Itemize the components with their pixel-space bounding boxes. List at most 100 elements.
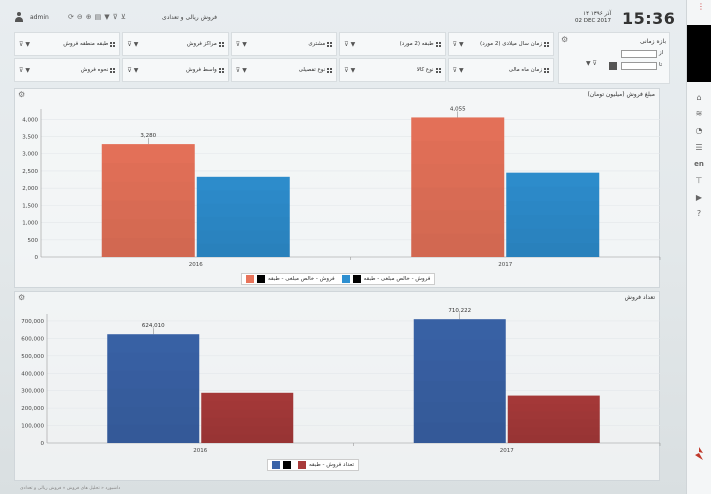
clear-filter-icon[interactable]: ⊽ [19,40,24,48]
filter-actions: ⊽ ▼ [236,67,247,74]
bar-2016-2 [201,392,294,443]
bar-shade [507,435,600,443]
y-tick-label: 2,500 [22,169,38,175]
filter-icon[interactable]: ▼ [242,40,247,48]
from-date-input[interactable] [621,50,657,58]
filter-10[interactable]: ⊽ ▼ نحوه فروش [14,58,121,82]
gear-icon[interactable]: ⚙ [561,35,569,44]
y-tick-label: 500,000 [21,354,44,360]
filter-label: نوع تفصیلی [299,67,333,73]
user-menu[interactable]: admin [14,12,49,22]
clear-filter-icon[interactable]: ⊽ [235,66,241,74]
filter-clear-icon[interactable]: ▼ ⊽ [586,60,597,67]
filter-6[interactable]: ⊽ ▼ زمان ماه مالی [447,58,554,82]
print-icon[interactable]: ▤ [94,13,102,21]
legend-label: فروش - خالص مبلغی - طبقه [268,276,335,282]
bar-shade [107,406,200,425]
filter-icon[interactable]: ▼ [133,66,139,74]
filter-3[interactable]: ⊽ ▼ مشتری [230,32,338,56]
filter-8[interactable]: ⊽ ▼ نوع تفصیلی [230,58,338,82]
filter-5[interactable]: ⊽ ▼ طبقه منطقه فروش [14,32,121,56]
chart-amount: 0 500 1,000 1,500 2,000 2,500 3,000 3,500 4,000 2… [22,106,661,268]
zoom-in-icon[interactable]: ⊕ [85,13,92,21]
y-tick-label: 600,000 [21,336,44,342]
calendar-icon[interactable] [609,62,617,70]
bar-shade [411,141,504,164]
refresh-icon[interactable]: ⟳ [68,13,74,21]
grid-icon [327,41,333,47]
legend-swatch-orange [246,275,254,283]
filter-label-text: نوع تفصیلی [298,67,326,73]
bar-2016-2 [196,176,290,257]
filter-icon[interactable]: ▼ [459,40,464,48]
filter-9[interactable]: ⊽ ▼ واسط فروش [122,58,229,82]
filter-icon[interactable]: ▼ [133,40,139,48]
top-bar: admin ⟳ ⊖ ⊕ ▤ ▼ ⊽ ⊻ فروش ریالی و تعدادی … [0,0,686,30]
filter-label: مشتری [308,41,333,47]
pie-chart-icon[interactable]: ◔ [695,126,703,135]
sliders-icon[interactable]: ☰ [695,143,703,152]
help-icon[interactable]: ? [696,209,702,218]
clear-filter-icon[interactable]: ⊽ [19,66,24,74]
home-icon[interactable]: ⌂ [696,93,702,102]
menu-icon[interactable]: ⋮ [697,2,705,11]
gear-icon[interactable]: ⚙ [18,90,26,99]
chart-panel-count: ⚙ تعداد فروش 0 100,000 200,000 300,000 400,0… [14,291,661,481]
filter-label-text: زمان ماه مالی [508,67,542,73]
toolbar: ⟳ ⊖ ⊕ ▤ ▼ ⊽ ⊻ [68,13,126,21]
clear-filter-icon[interactable]: ⊽ [452,40,457,48]
brush-icon[interactable]: ⊤ [695,176,703,185]
filter-icon[interactable]: ▼ [350,40,356,48]
filter-icon[interactable]: ▼ [25,40,31,48]
clear-filter-icon[interactable]: ⊽ [127,66,132,74]
bar-shade [107,388,200,407]
layers-icon[interactable]: ≋ [695,109,703,118]
clear-filter-icon[interactable]: ⊽ [127,40,132,48]
filter-actions: ⊽ ▼ [127,67,138,74]
filter-icon[interactable]: ▼ [104,13,110,21]
filter-2[interactable]: ⊽ ▼ طبقه (2 مورد) [339,32,446,56]
clear-filter-icon[interactable]: ⊽ [235,40,241,48]
filter-actions: ⊽ ▼ [344,67,355,74]
clear-filter-icon[interactable]: ⊽ [344,66,349,74]
bar-shade [506,173,599,187]
to-date-input[interactable] [621,62,657,70]
zoom-out-icon[interactable]: ⊖ [76,13,83,21]
clear-filter-icon[interactable]: ⊽ [112,13,118,21]
bar-shade [101,219,195,239]
filter-4[interactable]: ⊽ ▼ مراکز فروش [122,32,229,56]
clock: 15:36 [622,9,676,28]
filter-1[interactable]: ⊽ ▼ زمان سال میلادی (2 مورد) [447,32,554,56]
bar-shade [508,396,600,404]
filter-icon[interactable]: ▼ [459,66,464,74]
filter-label: نحوه فروش [81,67,116,73]
bar-shade [411,163,505,188]
filter-label-text: طبقه (2 مورد) [399,41,434,47]
filter-label-text: زمان سال میلادی (2 مورد) [480,41,542,47]
video-icon[interactable]: ▶ [695,193,703,202]
filter-label: طبقه منطقه فروش [63,41,116,47]
filter-icon[interactable]: ▼ [350,66,356,74]
filter-7[interactable]: ⊽ ▼ نوع کالا [339,58,446,82]
legend-swatch-navy [272,461,280,469]
grid-icon [435,67,441,73]
x-tick-label: 2016 [189,262,203,268]
x-tick-label: 2016 [193,448,207,454]
filter-icon[interactable]: ▼ [25,66,31,74]
bar-shade [201,393,293,401]
y-tick-label: 4,000 [22,117,38,123]
gear-icon[interactable]: ⚙ [18,293,26,302]
legend-swatch-blue [341,275,350,283]
settings-filter-icon[interactable]: ⊻ [120,13,126,21]
grid-icon [327,67,333,73]
legend-swatch-red [298,461,306,469]
bar-shade [507,419,600,428]
bar-shade [411,117,504,140]
bar-shade [107,424,200,443]
filter-icon[interactable]: ▼ [242,66,247,74]
clear-filter-icon[interactable]: ⊽ [344,40,349,48]
filter-label-text: نوع کالا [416,67,434,73]
clear-filter-icon[interactable]: ⊽ [452,66,457,74]
bar-shade [413,422,506,443]
language-icon[interactable]: en [694,160,704,168]
